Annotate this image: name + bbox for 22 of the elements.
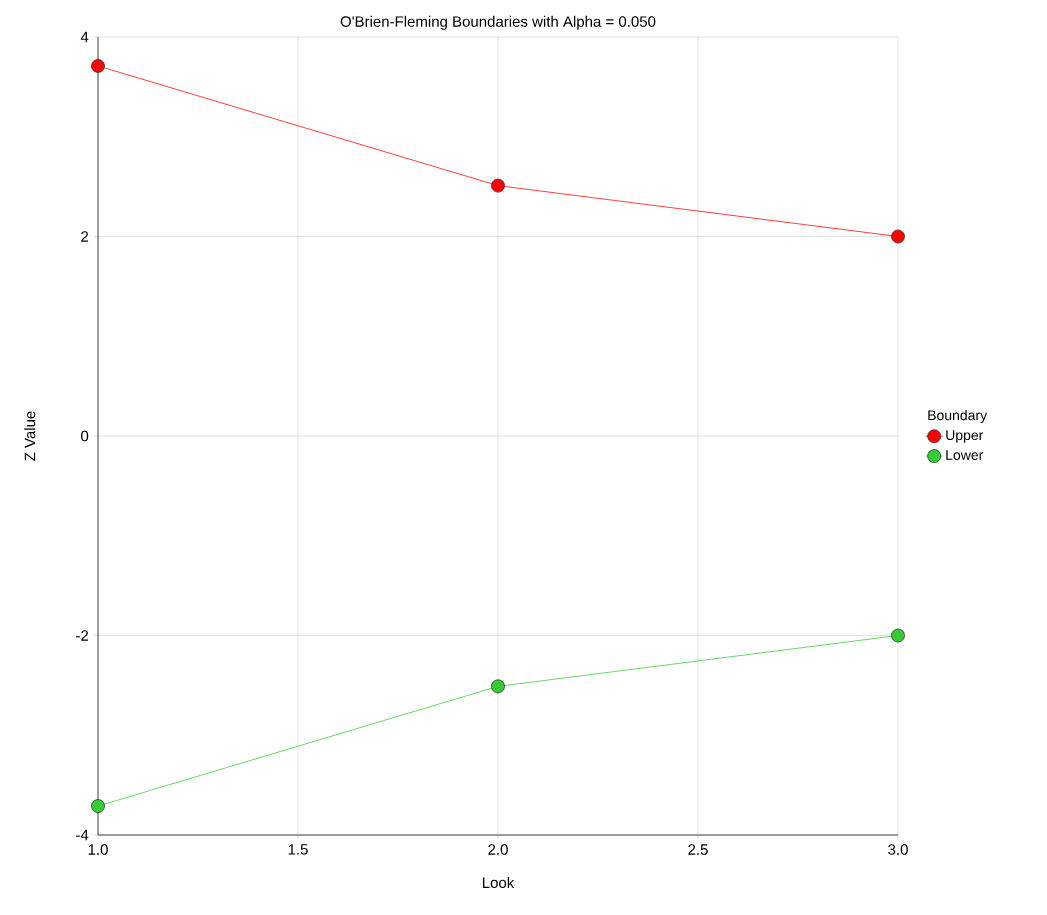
chart-title: O'Brien-Fleming Boundaries with Alpha = 0.050 (340, 15, 656, 30)
x-axis-title: Look (482, 877, 515, 889)
x-tick-label: 2.5 (688, 844, 708, 855)
legend-label: Upper (946, 430, 984, 443)
x-tick-label: 3.0 (888, 844, 908, 855)
y-axis-title: Z Value (24, 411, 36, 461)
y-tick-label: -2 (76, 630, 89, 641)
x-tick-label: 2.0 (488, 844, 508, 855)
point (891, 628, 905, 643)
point (491, 679, 505, 694)
y-tick-label: 4 (80, 31, 89, 43)
legend-label: Lower (946, 450, 984, 460)
y-tick-label: 0 (81, 430, 89, 442)
point (891, 229, 905, 244)
legend-title: Boundary (928, 409, 988, 423)
point (91, 59, 105, 73)
x-tick-label: 1.5 (288, 844, 308, 855)
point (491, 178, 505, 193)
point (91, 799, 105, 813)
y-tick-label: -4 (76, 829, 89, 841)
y-tick-label: 2 (81, 231, 89, 242)
x-tick-label: 1.0 (88, 844, 108, 855)
